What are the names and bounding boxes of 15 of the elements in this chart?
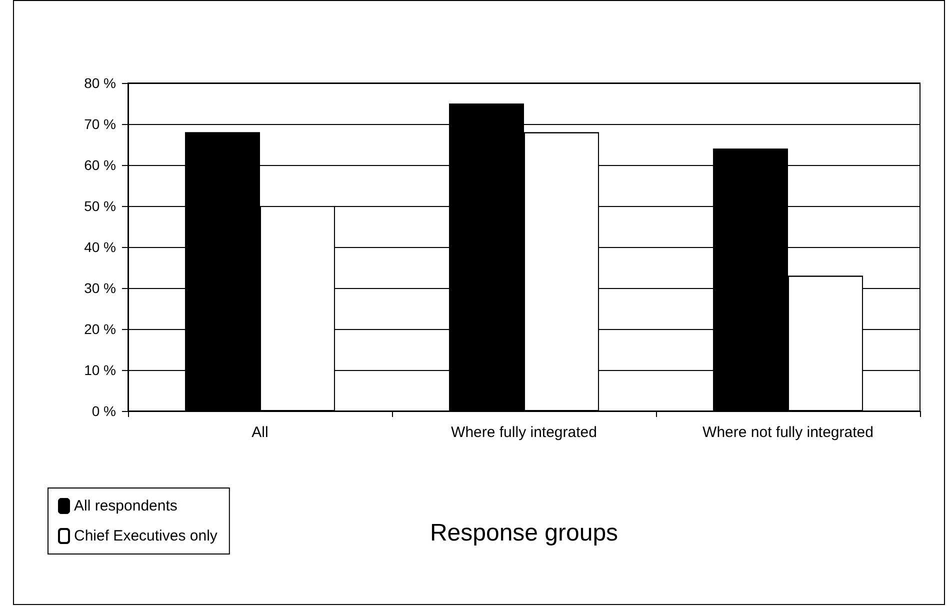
legend-label: All respondents bbox=[74, 498, 178, 514]
y-tick-label: 60 % bbox=[84, 157, 116, 173]
x-tick-label: All bbox=[252, 424, 268, 441]
x-axis-title: Response groups bbox=[430, 520, 618, 546]
x-tick-label: Where fully integrated bbox=[451, 424, 597, 441]
y-tick-label: 50 % bbox=[84, 198, 116, 214]
y-tick-label: 40 % bbox=[84, 239, 116, 255]
x-tick-label: Where not fully integrated bbox=[702, 424, 874, 441]
y-tick-label: 0 % bbox=[92, 403, 116, 419]
y-tick-label: 20 % bbox=[84, 321, 116, 337]
y-tick-label: 80 % bbox=[84, 75, 116, 91]
y-tick-label: 30 % bbox=[84, 280, 116, 296]
y-tick-label: 70 % bbox=[84, 116, 116, 132]
y-tick-label: 10 % bbox=[84, 362, 116, 378]
legend-label: Chief Executives only bbox=[74, 528, 218, 544]
